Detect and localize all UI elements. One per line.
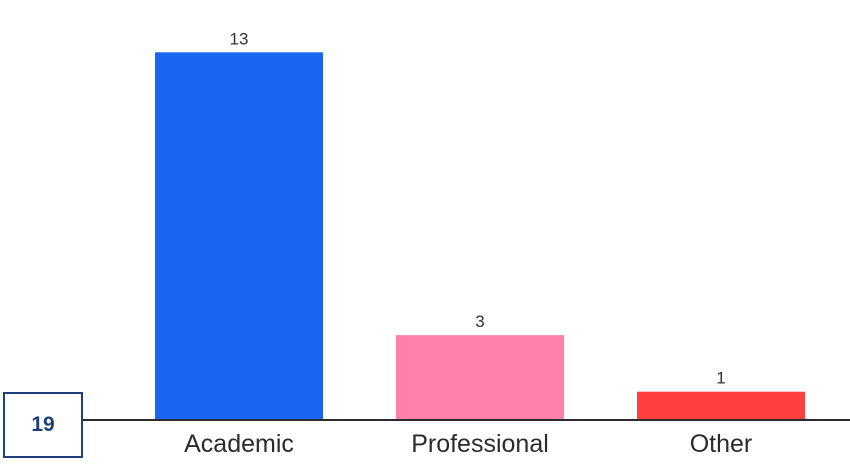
- category-labels-layer: Academic Professional Other: [184, 430, 752, 458]
- category-label-other: Other: [690, 430, 753, 458]
- bar-professional: [396, 335, 564, 420]
- value-label-academic: 13: [230, 29, 249, 48]
- bar-other: [637, 391, 805, 420]
- value-label-other: 1: [716, 369, 725, 388]
- value-label-professional: 3: [475, 312, 484, 331]
- page-number-badge: 19: [3, 392, 83, 458]
- category-label-professional: Professional: [411, 430, 549, 458]
- category-label-academic: Academic: [184, 430, 294, 458]
- bar-academic: [155, 52, 323, 421]
- bars-layer: [155, 52, 805, 421]
- value-labels-layer: 13 3 1: [230, 29, 726, 387]
